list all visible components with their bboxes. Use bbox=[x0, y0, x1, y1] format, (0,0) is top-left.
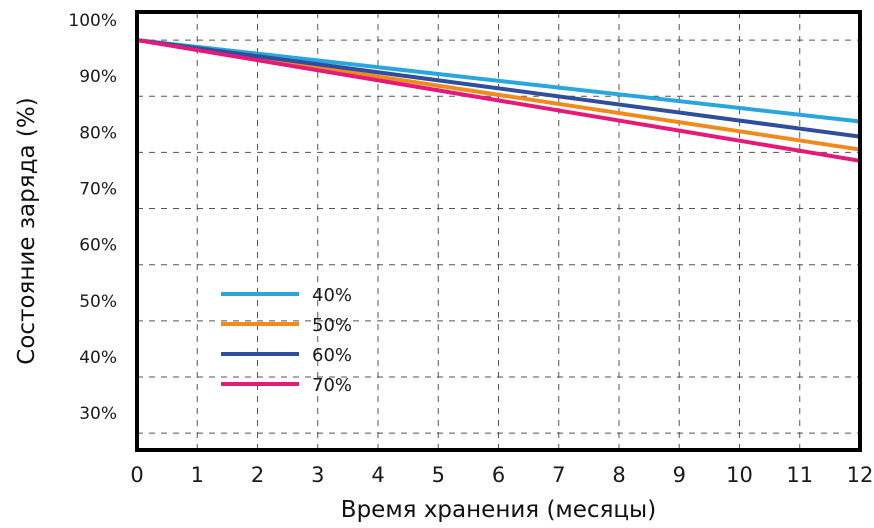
x-tick-label: 8 bbox=[612, 463, 625, 487]
x-tick-label: 4 bbox=[371, 463, 384, 487]
x-tick-label: 10 bbox=[726, 463, 753, 487]
y-tick-label: 80% bbox=[79, 123, 117, 143]
y-tick-label: 60% bbox=[79, 236, 117, 256]
x-tick-label: 11 bbox=[786, 463, 813, 487]
series-line bbox=[136, 38, 861, 124]
x-tick-label: 6 bbox=[492, 463, 505, 487]
plot-frame bbox=[135, 10, 862, 452]
y-axis-label: Состояние заряда (%) bbox=[14, 97, 40, 364]
x-tick-label: 12 bbox=[847, 463, 874, 487]
legend-label: 60% bbox=[312, 345, 352, 366]
legend-label: 70% bbox=[312, 375, 352, 396]
y-tick-label: 40% bbox=[79, 348, 117, 368]
x-tick-label: 3 bbox=[311, 463, 324, 487]
y-tick-label: 50% bbox=[79, 292, 117, 312]
x-tick-label: 1 bbox=[191, 463, 204, 487]
y-tick-labels: 30% 40% 50% 60% 70% 80% 90% 100% bbox=[68, 11, 117, 424]
legend-label: 40% bbox=[312, 285, 352, 306]
x-tick-label: 0 bbox=[130, 463, 143, 487]
series-line bbox=[136, 38, 861, 163]
x-tick-label: 7 bbox=[552, 463, 565, 487]
y-tick-label: 100% bbox=[68, 11, 117, 31]
series-line bbox=[136, 38, 861, 139]
x-axis-label: Время хранения (месяцы) bbox=[341, 497, 656, 523]
legend-label: 50% bbox=[312, 315, 352, 336]
y-tick-label: 90% bbox=[79, 67, 117, 87]
x-tick-label: 2 bbox=[251, 463, 264, 487]
legend: 40% 50% 60% 70% bbox=[221, 285, 352, 396]
y-tick-label: 70% bbox=[79, 180, 117, 200]
x-tick-label: 5 bbox=[432, 463, 445, 487]
series-lines bbox=[136, 38, 861, 163]
x-tick-labels: 0 1 2 3 4 5 6 7 8 9 10 11 12 bbox=[130, 463, 873, 487]
x-tick-label: 9 bbox=[673, 463, 686, 487]
y-tick-label: 30% bbox=[79, 404, 117, 424]
